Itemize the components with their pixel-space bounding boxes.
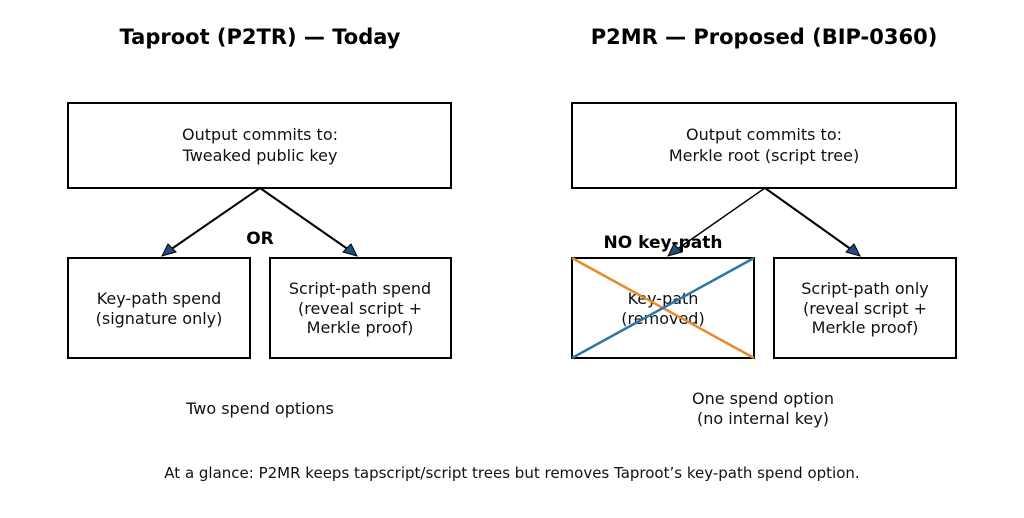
cross-line-blue — [571, 256, 755, 360]
right-caption-line1: One spend option — [692, 389, 834, 408]
left-top-box: Output commits to: Tweaked public key — [67, 102, 452, 189]
no-key-path-label: NO key-path — [604, 233, 723, 253]
footer-note: At a glance: P2MR keeps tapscript/script… — [164, 464, 859, 482]
svg-text:(reveal script +: (reveal script + — [803, 299, 927, 318]
svg-text:(signature only): (signature only) — [96, 309, 223, 328]
svg-text:Script-path spend: Script-path spend — [289, 279, 431, 298]
svg-text:Tweaked public key: Tweaked public key — [182, 146, 338, 165]
svg-text:Script-path only: Script-path only — [801, 279, 928, 298]
left-title: Taproot (P2TR) — Today — [120, 25, 401, 49]
right-arrows — [667, 187, 861, 257]
svg-text:(reveal script +: (reveal script + — [298, 299, 422, 318]
key-path-spend-box: Key-path spend (signature only) — [67, 257, 251, 359]
svg-text:Key-path: Key-path — [628, 289, 699, 308]
svg-text:Output commits to:: Output commits to: — [686, 125, 842, 144]
svg-text:(removed): (removed) — [621, 309, 704, 328]
removed-key-path-box: Key-path (removed) — [571, 256, 755, 360]
or-label: OR — [246, 229, 274, 249]
svg-text:Merkle root (script tree): Merkle root (script tree) — [669, 146, 859, 165]
left-arrows — [161, 187, 358, 257]
svg-text:Key-path spend: Key-path spend — [97, 289, 222, 308]
script-path-spend-box: Script-path spend (reveal script + Merkl… — [269, 257, 452, 359]
right-title: P2MR — Proposed (BIP-0360) — [591, 25, 938, 49]
right-caption-line2: (no internal key) — [697, 409, 829, 428]
left-caption: Two spend options — [185, 399, 334, 418]
svg-text:Output commits to:: Output commits to: — [182, 125, 338, 144]
svg-text:Merkle proof): Merkle proof) — [307, 318, 414, 337]
script-path-only-box: Script-path only (reveal script + Merkle… — [773, 257, 957, 359]
right-top-box: Output commits to: Merkle root (script t… — [571, 102, 957, 189]
svg-text:Merkle proof): Merkle proof) — [812, 318, 919, 337]
